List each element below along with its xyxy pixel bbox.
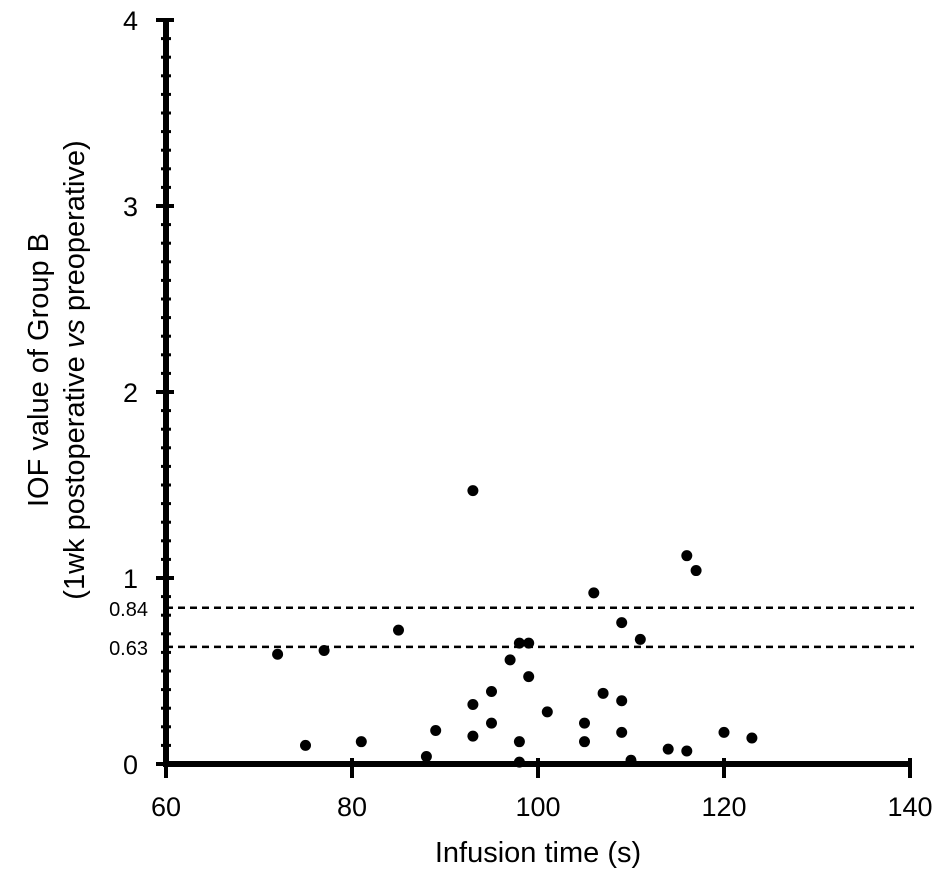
data-point bbox=[616, 726, 628, 738]
reference-line-label: 0.63 bbox=[109, 638, 148, 660]
data-point bbox=[690, 565, 702, 577]
data-point bbox=[300, 739, 311, 751]
axes-layer bbox=[156, 18, 912, 778]
data-point bbox=[467, 730, 479, 742]
x-tick-label: 140 bbox=[887, 792, 932, 822]
data-point bbox=[486, 685, 497, 697]
data-point bbox=[579, 717, 590, 729]
data-point bbox=[681, 745, 693, 757]
data-point bbox=[504, 654, 516, 666]
data-point bbox=[597, 687, 609, 699]
x-tick-label: 80 bbox=[337, 792, 367, 822]
y-tick-label: 1 bbox=[123, 564, 138, 594]
data-point bbox=[718, 726, 730, 738]
data-point bbox=[746, 732, 758, 744]
data-point bbox=[523, 671, 535, 683]
reference-line-label: 0.84 bbox=[109, 599, 148, 621]
data-point bbox=[513, 756, 525, 768]
data-point bbox=[467, 485, 479, 497]
y-axis-title-line2-italic: vs bbox=[59, 319, 91, 348]
data-point bbox=[355, 736, 367, 748]
data-point bbox=[681, 550, 693, 562]
data-point bbox=[393, 624, 404, 636]
y-axis-title-line2-start: (1wk postoperative bbox=[59, 348, 91, 599]
y-tick-label: 3 bbox=[123, 192, 138, 222]
data-point bbox=[579, 736, 590, 748]
data-point bbox=[513, 736, 525, 748]
data-point bbox=[616, 617, 628, 629]
y-tick-label: 2 bbox=[123, 378, 138, 408]
y-axis-title-line2: (1wk postoperative vs preoperative) bbox=[59, 140, 91, 599]
data-point bbox=[588, 587, 600, 599]
data-point bbox=[625, 754, 637, 766]
data-point bbox=[513, 637, 525, 649]
y-tick-label: 4 bbox=[123, 6, 138, 36]
x-tick-label: 60 bbox=[151, 792, 181, 822]
data-point bbox=[541, 706, 553, 718]
y-axis-title-line2-end: preoperative) bbox=[59, 140, 91, 319]
points-layer bbox=[272, 485, 758, 768]
data-point bbox=[523, 637, 535, 649]
x-axis-title: Infusion time (s) bbox=[435, 837, 641, 869]
data-point bbox=[662, 743, 674, 755]
data-point bbox=[616, 695, 628, 707]
data-point bbox=[318, 645, 330, 657]
labels-layer: Infusion time (s) IOF value of Group B (… bbox=[23, 6, 933, 869]
data-point bbox=[430, 725, 442, 737]
data-point bbox=[467, 698, 479, 710]
y-tick-label: 0 bbox=[123, 750, 138, 780]
x-tick-label: 120 bbox=[701, 792, 746, 822]
data-point bbox=[420, 751, 432, 763]
data-point bbox=[486, 717, 497, 729]
data-point bbox=[634, 633, 646, 645]
data-point bbox=[272, 648, 284, 660]
y-axis-title-line1: IOF value of Group B bbox=[23, 233, 55, 507]
reference-lines-layer bbox=[166, 606, 914, 649]
x-tick-label: 100 bbox=[515, 792, 560, 822]
